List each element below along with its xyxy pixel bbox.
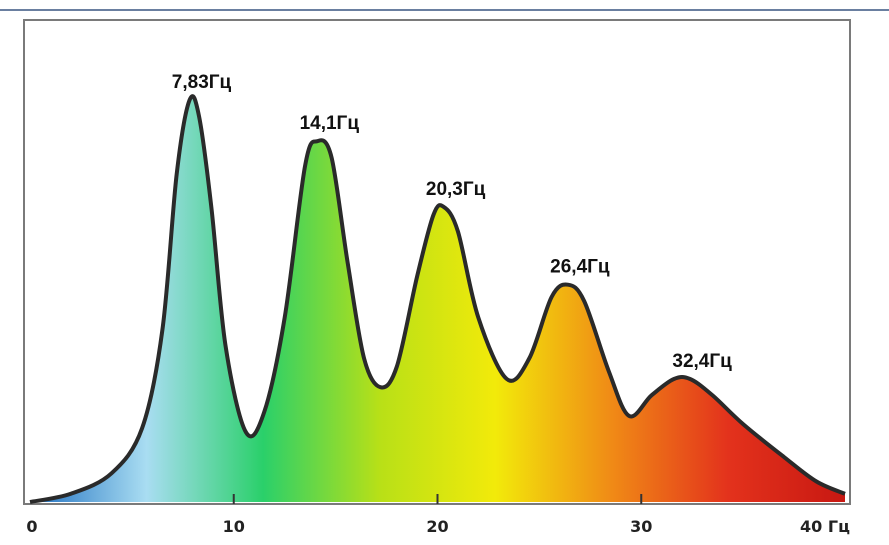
peak-label: 14,1Гц <box>300 113 360 134</box>
peak-label: 7,83Гц <box>172 72 232 93</box>
spectrum-curve <box>29 94 846 504</box>
peak-label: 26,4Гц <box>550 257 610 278</box>
x-tick-label: 40 Гц <box>800 517 850 536</box>
peak-label: 20,3Гц <box>426 179 486 200</box>
peak-labels: 7,83Гц 14,1Гц 20,3Гц 26,4Гц 32,4Гц <box>172 72 732 372</box>
x-tick-label: 0 <box>26 517 37 536</box>
x-tick-label: 20 <box>426 517 448 536</box>
x-tick-label: 30 <box>630 517 652 536</box>
x-axis: 0 10 20 30 40 Гц <box>26 494 850 536</box>
peak-label: 32,4Гц <box>672 351 732 372</box>
x-tick-label: 10 <box>223 517 245 536</box>
